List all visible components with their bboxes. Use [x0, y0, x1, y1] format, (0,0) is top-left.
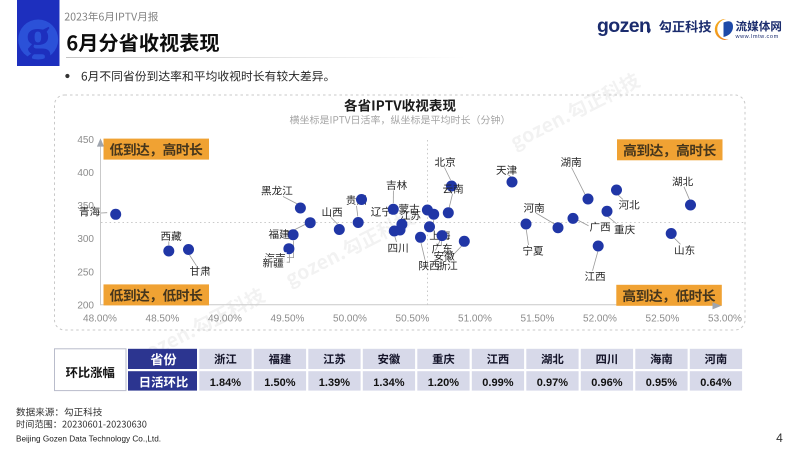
svg-text:1.39%: 1.39% [319, 377, 350, 389]
svg-text:1.20%: 1.20% [428, 377, 459, 389]
svg-text:53.00%: 53.00% [708, 314, 742, 325]
svg-text:0.99%: 0.99% [482, 377, 513, 389]
svg-text:50.00%: 50.00% [333, 314, 367, 325]
svg-text:49.00%: 49.00% [208, 314, 242, 325]
svg-text:gozen: gozen [597, 15, 650, 37]
svg-text:450: 450 [77, 135, 94, 146]
svg-text:48.00%: 48.00% [83, 314, 117, 325]
svg-text:52.00%: 52.00% [583, 314, 617, 325]
svg-text:0.97%: 0.97% [537, 377, 568, 389]
svg-text:400: 400 [77, 168, 94, 179]
svg-text:1.84%: 1.84% [210, 377, 241, 389]
svg-text:51.50%: 51.50% [521, 314, 555, 325]
svg-text:350: 350 [77, 201, 94, 212]
svg-text:49.50%: 49.50% [271, 314, 305, 325]
svg-text:51.00%: 51.00% [458, 314, 492, 325]
svg-text:1.34%: 1.34% [373, 377, 404, 389]
svg-text:200: 200 [77, 300, 94, 311]
svg-text:0.95%: 0.95% [646, 377, 677, 389]
svg-text:Beijing Gozen Data Technology: Beijing Gozen Data Technology Co.,Ltd. [16, 435, 161, 444]
svg-text:48.50%: 48.50% [146, 314, 180, 325]
svg-text:50.50%: 50.50% [396, 314, 430, 325]
svg-text:300: 300 [77, 234, 94, 245]
svg-text:250: 250 [77, 267, 94, 278]
svg-text:g: g [26, 8, 51, 64]
svg-text:52.50%: 52.50% [646, 314, 680, 325]
svg-text:0.96%: 0.96% [591, 377, 622, 389]
svg-text:0.64%: 0.64% [700, 377, 731, 389]
svg-text:www.lmtw.com: www.lmtw.com [735, 34, 779, 40]
svg-text:4: 4 [776, 431, 783, 445]
svg-text:1.50%: 1.50% [264, 377, 295, 389]
